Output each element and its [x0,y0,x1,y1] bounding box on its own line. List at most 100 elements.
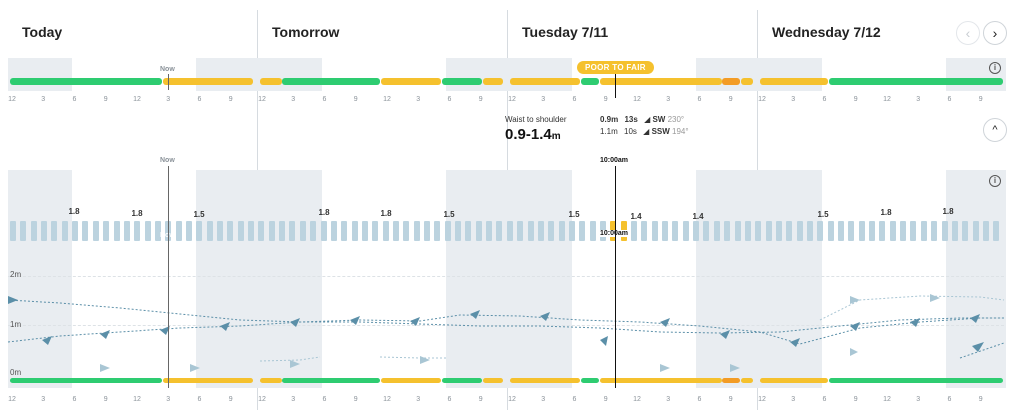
wave-height-bar [403,221,410,241]
rating-segment-fair [163,78,253,85]
wave-height-bar [361,221,368,241]
wave-height-bar [144,221,151,241]
wave-height-bar [268,221,275,241]
wave-height-bar [30,221,37,241]
day-title-tomorrow: Tomorrow [272,24,340,40]
wave-height-bar [217,221,223,241]
hour-tick-label: 12 [758,96,766,103]
wave-height-bar [527,221,534,241]
info-icon[interactable]: i [989,62,1001,74]
time-marker-label: 10:00am [599,230,630,237]
swell-direction-arrows-light [100,294,940,372]
hour-tick-label: 3 [166,396,171,403]
wave-height-bar [185,221,192,241]
hour-tick-label: 3 [666,96,671,103]
hour-tick-label: 6 [697,396,702,403]
hour-tick-label: 9 [978,396,983,403]
hour-tick-label: 6 [197,396,202,403]
wave-height-bar [848,221,855,241]
prev-day-button[interactable]: ‹ [956,21,980,45]
tide-height-label: 1.8 [68,207,80,216]
wave-height-bar [475,221,482,241]
swell-height: 1.1m [600,127,618,136]
rating-segment-fair [741,378,753,383]
selected-time-line [615,166,616,388]
hour-tick-label: 12 [258,396,266,403]
hour-tick-label: 9 [478,396,483,403]
wave-height-bar [20,221,27,241]
rating-segment-good [282,78,380,85]
direction-arrow-icon: ◢ [644,115,651,124]
hour-tick-label: 12 [633,96,641,103]
wave-height-bar [496,221,503,241]
wave-height-bar [827,221,834,241]
wave-height-bar [951,221,958,241]
wave-height-bar [744,221,751,241]
hour-tick-label: 6 [822,396,827,403]
hour-tick-label: 6 [322,96,327,103]
wave-height-bar [982,221,989,241]
night-band [696,58,822,91]
rating-segment-good [10,378,162,383]
wave-height-bar [196,221,203,241]
wave-height-bar [672,221,679,241]
swell-direction: SSW [651,127,670,136]
gridline [8,276,1004,277]
rating-segment-good [581,78,599,85]
hour-tick-label: 3 [41,396,46,403]
tide-height-label: 1.8 [880,208,892,217]
wave-height-bar [113,221,120,241]
hour-tick-label: 12 [133,396,141,403]
wave-height-bar [931,221,938,241]
wave-height-bar [206,221,213,241]
hour-tick-label: 6 [572,396,577,403]
wave-height-bar [258,221,265,241]
hour-tick-label: 12 [383,396,391,403]
y-axis-label: 2m [10,270,22,279]
surf-description: Waist to shoulder [505,115,567,124]
swell-line-secondary [7,314,1004,345]
wave-height-bar [869,221,876,241]
rating-segment-good [442,378,482,383]
hour-tick-label: 12 [883,96,891,103]
wave-height-bar [92,221,99,241]
night-band [196,170,322,388]
wave-height-bar [548,221,555,241]
selected-time-line [615,74,616,98]
wave-height-bar [248,221,255,241]
night-band [446,58,572,91]
wave-height-bar [310,221,317,241]
hour-tick-label: 6 [697,96,702,103]
wave-height-bar [817,221,824,241]
hour-tick-label: 9 [228,96,233,103]
tide-height-label: 1.8 [131,209,143,218]
surf-height-value: 0.9-1.4 [505,126,552,143]
rating-segment-fair [600,78,722,85]
hour-tick-label: 6 [447,96,452,103]
wave-height-bar [920,221,927,241]
wave-height-bar [279,221,286,241]
hour-tick-label: 3 [541,96,546,103]
wave-height-bar [641,221,648,241]
swell-degrees: 230° [667,115,685,124]
next-day-button[interactable]: › [983,21,1007,45]
wave-height-bar [558,221,565,241]
hour-tick-label: 3 [41,96,46,103]
hour-tick-label: 6 [197,96,202,103]
rating-segment-fair [510,378,580,383]
wave-height-bar [703,221,710,241]
wave-height-bar [82,221,89,241]
hour-tick-label: 6 [447,396,452,403]
info-icon[interactable]: i [989,175,1001,187]
wave-height-bar [154,221,161,241]
collapse-button[interactable]: ^ [983,118,1007,142]
hour-tick-label: 12 [8,396,16,403]
tide-height-label: 1.5 [568,210,580,219]
hour-tick-label: 12 [883,396,891,403]
wave-height-bar [123,221,130,241]
wave-height-bar [796,221,803,241]
wave-height-bar [237,221,244,241]
wave-height-bar [424,221,430,241]
hour-tick-label: 6 [822,96,827,103]
hour-tick-label: 9 [603,396,608,403]
